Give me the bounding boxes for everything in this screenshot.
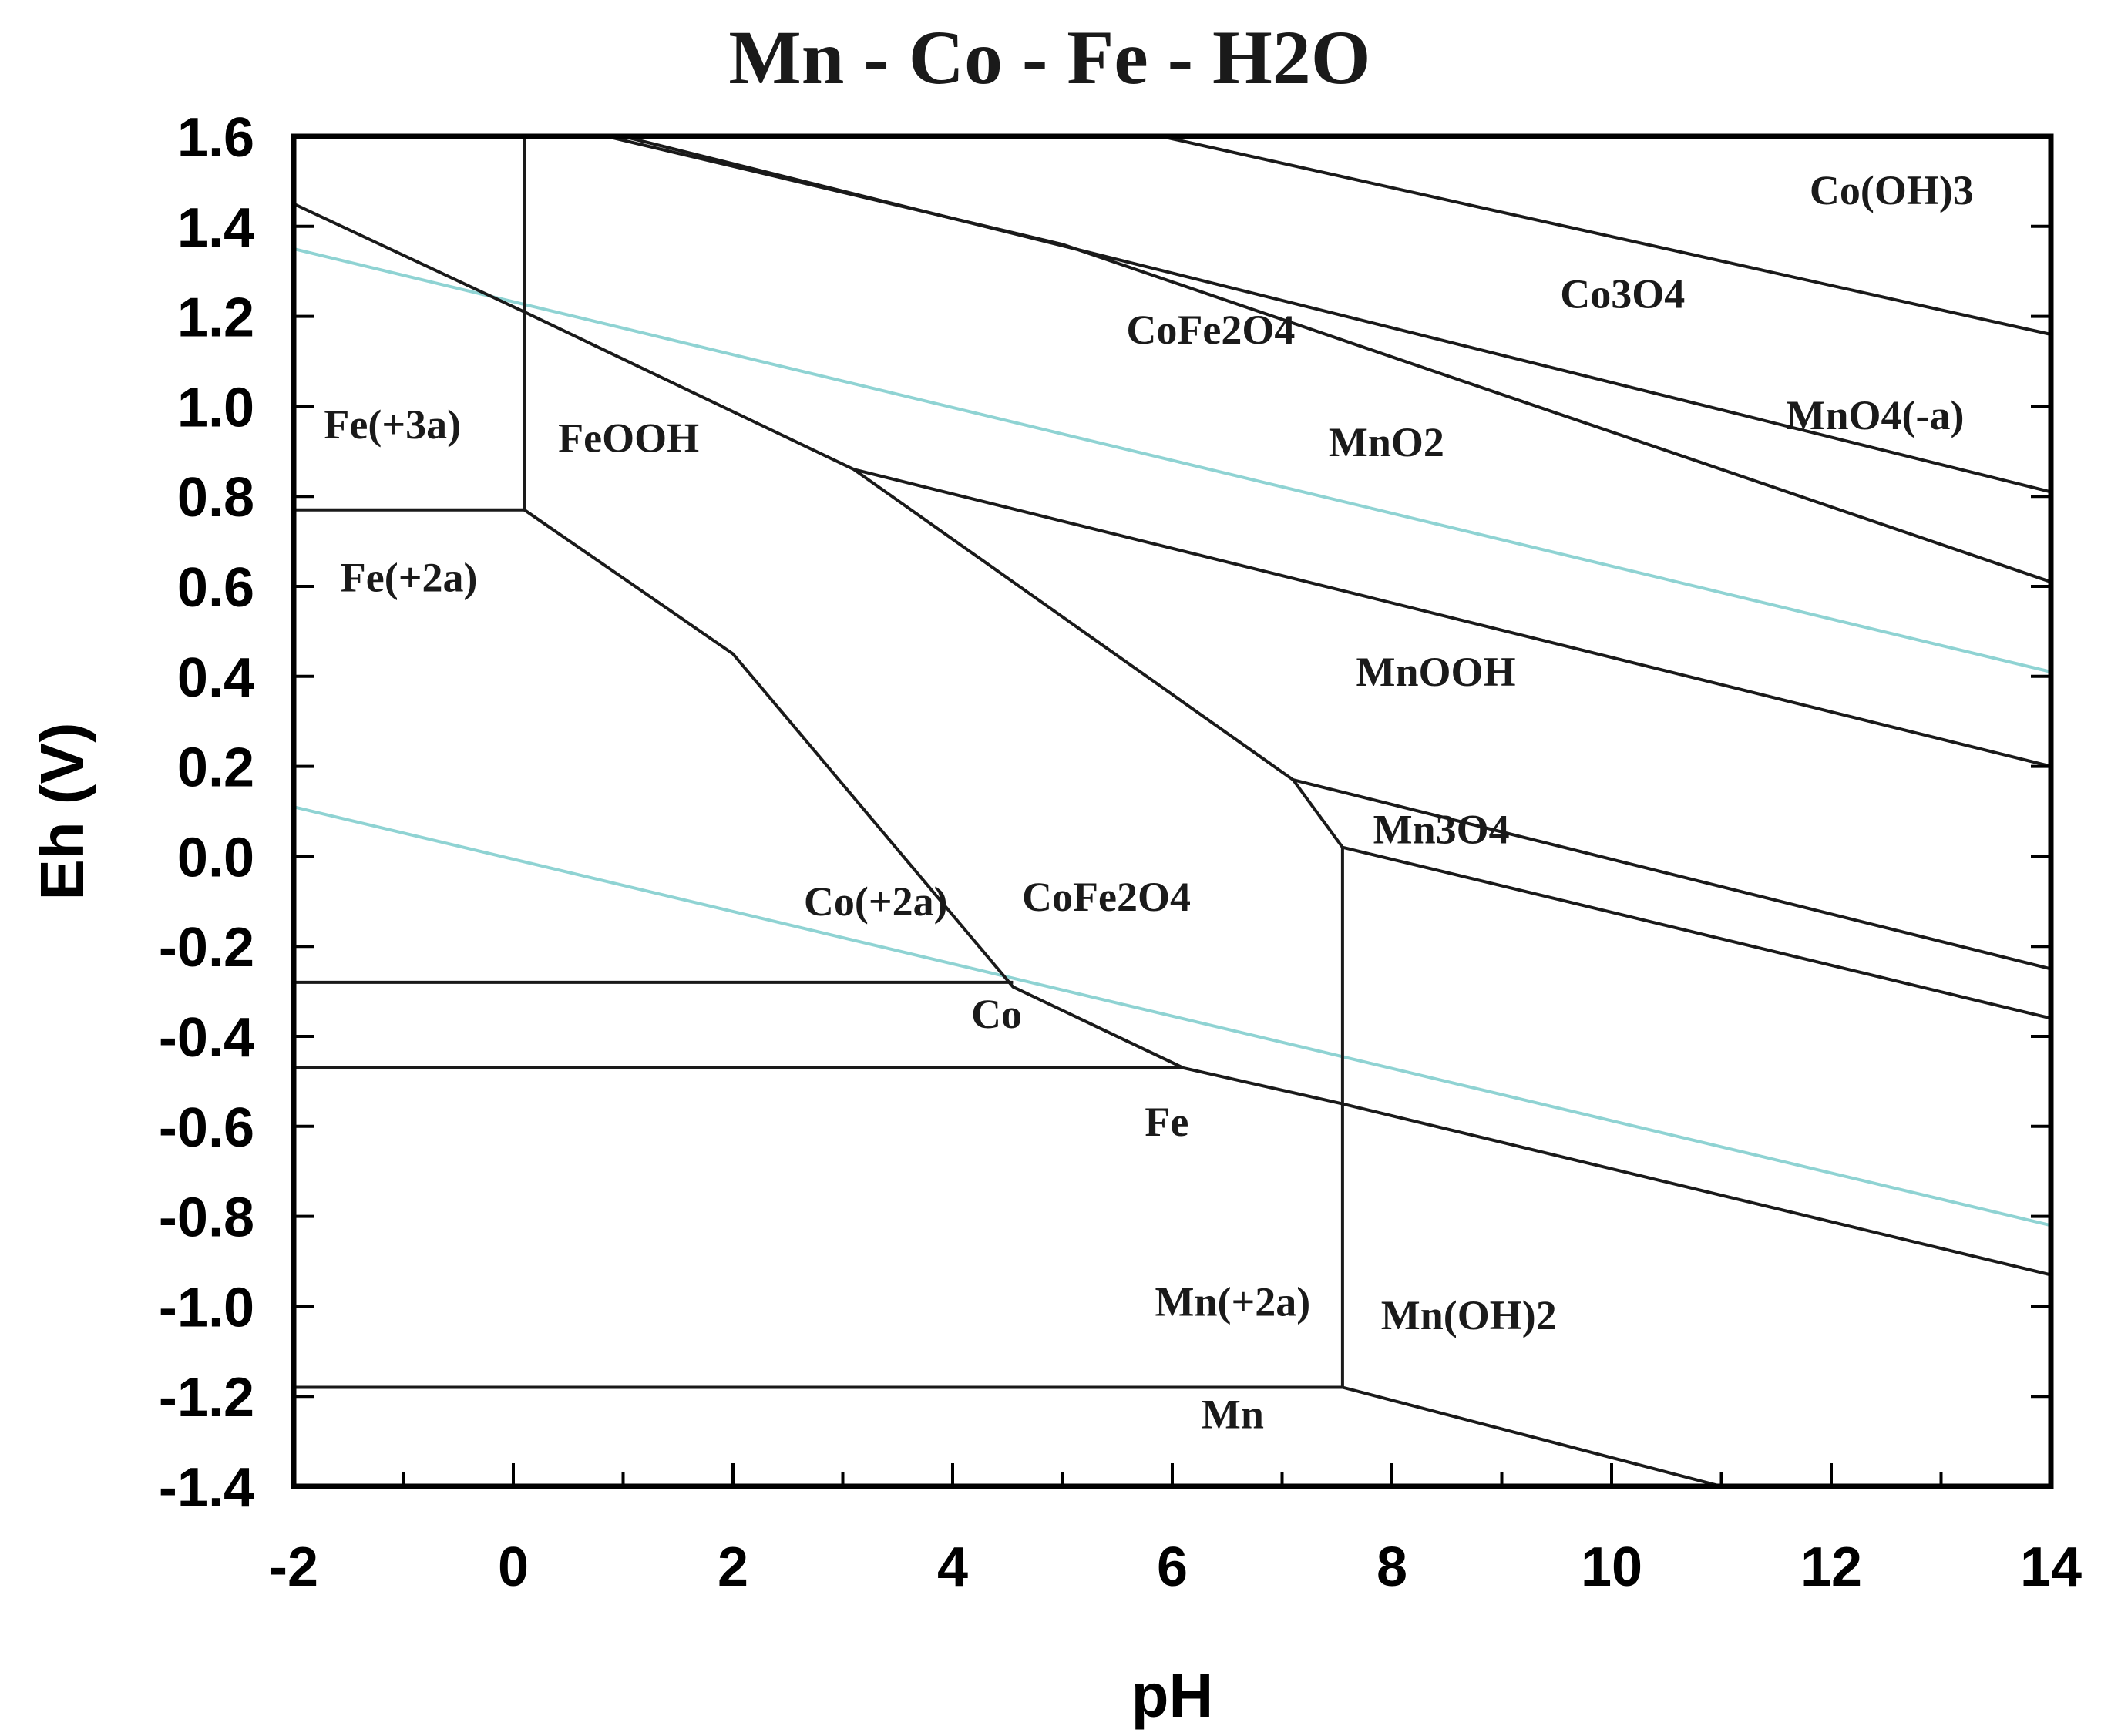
- axis-ticks: [294, 135, 2051, 1488]
- y-tick-labels: 1.6 1.4 1.2 1.0 0.8 0.6 0.4 0.2 0.0 -0.2 -0.4 -0.6 -…: [159, 107, 254, 1519]
- x-tick-label: -2: [269, 1536, 318, 1598]
- region-label: Co(OH)3: [1810, 167, 1974, 213]
- region-label: Co3O4: [1560, 270, 1685, 317]
- chart-title: Mn - Co - Fe - H2O: [728, 15, 1370, 100]
- y-tick-label: 0.4: [177, 647, 254, 709]
- boundary-line-15: [1161, 135, 2052, 336]
- y-tick-label: 1.2: [177, 287, 254, 349]
- boundary-line-12: [1342, 845, 2052, 1020]
- region-label: CoFe2O4: [1126, 307, 1295, 353]
- y-tick-label: 0.8: [177, 467, 254, 529]
- region-label: MnOOH: [1356, 649, 1515, 695]
- y-tick-label: 0.0: [177, 827, 254, 888]
- y-tick-label: 0.2: [177, 737, 254, 799]
- region-label: MnO4(-a): [1787, 392, 1965, 438]
- region-label: Co: [971, 991, 1022, 1037]
- x-tick-label: 0: [498, 1536, 529, 1598]
- region-label: Co(+2a): [804, 878, 948, 925]
- y-tick-label: -1.2: [159, 1367, 254, 1429]
- water-line-0: [293, 247, 2052, 673]
- boundary-line-2: [293, 202, 526, 314]
- region-labels: Fe(+3a) Fe(+2a) FeOOH CoFe2O4 MnO2 Co3O4 Co(OH…: [324, 167, 1973, 1437]
- phase-boundaries: [293, 135, 2052, 1488]
- y-tick-label: 0.6: [177, 557, 254, 619]
- x-tick-label: 10: [1581, 1536, 1642, 1598]
- region-label: Mn3O4: [1373, 806, 1510, 852]
- water-line-1: [293, 805, 2052, 1227]
- x-tick-label: 2: [718, 1536, 748, 1598]
- x-tick-label: 6: [1157, 1536, 1188, 1598]
- x-tick-labels: -2 0 2 4 6 8 10 12 14: [269, 1536, 2082, 1598]
- y-tick-label: -0.4: [159, 1007, 254, 1069]
- y-tick-label: -0.6: [159, 1097, 254, 1159]
- y-tick-label: 1.0: [177, 377, 254, 438]
- y-axis-label: Eh (V): [28, 722, 96, 900]
- x-tick-label: 8: [1377, 1536, 1407, 1598]
- y-tick-label: -0.2: [159, 917, 254, 979]
- y-tick-label: -0.8: [159, 1187, 254, 1249]
- boundary-line-14: [606, 135, 2052, 584]
- y-tick-label: 1.4: [177, 197, 254, 259]
- y-tick-label: -1.0: [159, 1277, 254, 1338]
- boundary-line-9: [1342, 1385, 1723, 1488]
- water-stability-lines: [293, 247, 2052, 1227]
- boundary-line-11: [1293, 778, 2052, 971]
- region-label: Fe(+2a): [341, 554, 478, 600]
- region-label: FeOOH: [558, 415, 699, 461]
- region-label: CoFe2O4: [1022, 874, 1191, 920]
- x-tick-label: 12: [1800, 1536, 1862, 1598]
- boundary-line-10: [853, 468, 2052, 768]
- region-label: Mn(+2a): [1155, 1279, 1311, 1325]
- x-tick-label: 4: [937, 1536, 968, 1598]
- x-axis-label: pH: [1131, 1661, 1214, 1730]
- region-label: MnO2: [1329, 419, 1444, 465]
- region-label: Mn: [1202, 1392, 1264, 1438]
- boundary-line-4: [523, 509, 2052, 1277]
- boundary-line-3: [523, 310, 1344, 848]
- x-tick-label: 14: [2020, 1536, 2082, 1598]
- y-tick-label: -1.4: [159, 1457, 254, 1519]
- y-tick-label: 1.6: [177, 107, 254, 169]
- region-label: Fe(+3a): [324, 401, 461, 448]
- region-label: Fe: [1145, 1099, 1188, 1145]
- region-label: Mn(OH)2: [1381, 1292, 1557, 1338]
